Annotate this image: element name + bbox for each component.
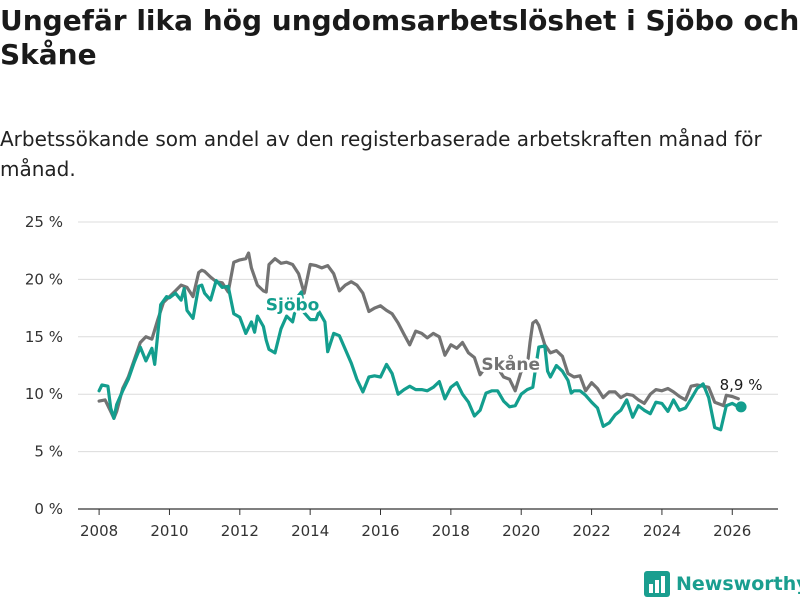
gridlines — [78, 221, 778, 510]
series-line-sjobo — [97, 278, 740, 432]
series-label-halo-skane: Skåne — [481, 353, 540, 375]
newsworthy-brand: Newsworthy — [644, 570, 800, 598]
y-tick-label: 5 % — [34, 443, 63, 461]
series-line-skane — [97, 251, 740, 420]
x-tick-label: 2024 — [643, 522, 681, 540]
series-label-sjobo: Sjöbo — [266, 295, 320, 315]
x-tick-label: 2018 — [432, 522, 470, 540]
chart-subtitle: Arbetssökande som andel av den registerb… — [0, 127, 762, 181]
axes: 0 % 5 % 10 % 15 % 20 % 25 % 2008 2010 2012 2014 20… — [25, 213, 751, 540]
brand-name: Newsworthy — [676, 573, 800, 595]
y-tick-label: 15 % — [25, 328, 63, 346]
series-lines — [97, 251, 740, 432]
y-tick-label: 10 % — [25, 385, 63, 403]
x-tick-label: 2020 — [502, 522, 540, 540]
x-tick-label: 2022 — [572, 522, 610, 540]
last-value-label-halo: 8,9 % — [720, 376, 763, 394]
chart-title: Ungefär lika hög ungdomsarbetslöshet i S… — [0, 4, 800, 71]
y-tick-label: 0 % — [34, 500, 63, 518]
y-tick-label: 20 % — [25, 270, 63, 288]
x-tick-label: 2016 — [361, 522, 399, 540]
series-label-skane: Skåne — [481, 353, 540, 375]
x-tick-label: 2010 — [150, 522, 188, 540]
x-tick-label: 2026 — [713, 522, 751, 540]
x-tick-label: 2008 — [80, 522, 118, 540]
bar-chart-logo-icon — [644, 571, 670, 597]
series-label-halo-sjobo: Sjöbo — [266, 295, 320, 315]
last-value-dot — [735, 401, 747, 413]
y-tick-label: 25 % — [25, 213, 63, 231]
x-tick-label: 2012 — [221, 522, 259, 540]
x-tick-label: 2014 — [291, 522, 329, 540]
last-value-label: 8,9 % — [720, 376, 763, 394]
